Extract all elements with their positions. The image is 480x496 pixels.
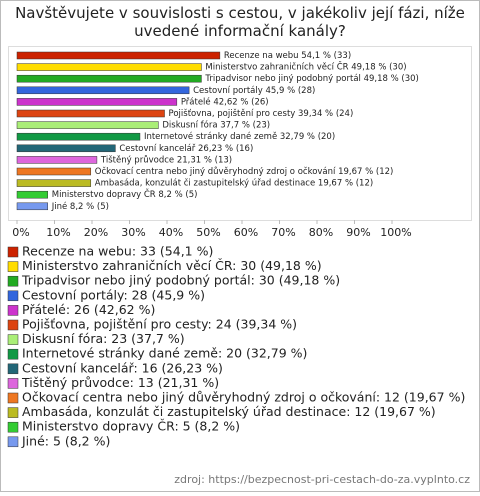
bar (16, 202, 48, 211)
legend-label: Cestovní kancelář: 16 (26,23 %) (22, 360, 223, 375)
bar-label: Pojišťovna, pojištění pro cesty 39,34 % … (169, 108, 354, 119)
bar-label: Ambasáda, konzulát či zastupitelský úřad… (95, 178, 373, 189)
legend-label: Diskusní fóra: 23 (37,7 %) (22, 331, 185, 346)
legend-swatch (7, 261, 19, 272)
bar (16, 156, 98, 164)
legend-swatch (7, 421, 19, 433)
bar-label: Recenze na webu 54,1 % (33) (224, 51, 351, 61)
legend-label: Tištěný průvodce: 13 (21,31 %) (21, 375, 219, 390)
bar-label: Diskusní fóra 37,7 % (23) (162, 120, 270, 131)
bar (16, 86, 190, 95)
x-tick-label: 60% (234, 226, 258, 239)
bar (16, 132, 141, 141)
legend-label: Tripadvisor nebo jiný podobný portál: 30… (21, 273, 340, 288)
legend-label: Přátelé: 26 (42,62 %) (22, 302, 155, 317)
legend-swatch (7, 290, 19, 302)
bar-label: Ministerstvo dopravy ČR 8,2 % (5) (52, 188, 198, 200)
legend-swatch (7, 319, 19, 331)
legend-label: Očkovací centra nebo jiný důvěryhodný zd… (22, 390, 465, 405)
legend-label: Ministerstvo dopravy ČR: 5 (8,2 %) (22, 419, 240, 434)
x-tick-label: 50% (196, 226, 220, 239)
bar-label: Tripadvisor nebo jiný podobný portál 49,… (204, 74, 418, 84)
bar-label: Tištěný průvodce 21,31 % (13) (100, 154, 232, 165)
source: zdroj: https://bezpecnost-pri-cestach-do… (174, 473, 470, 486)
bar-label: Ministerstvo zahraničních věcí ČR 49,18 … (205, 61, 406, 73)
legend-swatch (7, 436, 19, 448)
legend-swatch (7, 363, 19, 375)
x-tick-label: 0% (12, 226, 29, 239)
legend-label: Recenze na webu: 33 (54,1 %) (22, 244, 213, 259)
legend-swatch (7, 246, 19, 258)
chart-title: Navštěvujete v souvislosti s cestou, v j… (15, 4, 465, 40)
x-tick-label: 20% (84, 226, 108, 239)
legend-swatch (7, 378, 19, 389)
x-tick-label: 40% (159, 226, 183, 239)
bar (16, 51, 221, 60)
x-tick-label: 70% (271, 226, 295, 239)
legend-swatch (7, 305, 19, 316)
bar (16, 98, 178, 106)
bar (16, 109, 165, 118)
legend-label: Internetové stránky dané země: 20 (32,79… (22, 346, 307, 361)
x-tick-label: 80% (309, 226, 333, 239)
legend-label: Ambasáda, konzulát či zastupitelský úřad… (22, 404, 436, 419)
title-box: Navštěvujete v souvislosti s cestou, v j… (15, 4, 465, 40)
legend-swatch (7, 348, 19, 360)
bar (16, 121, 159, 129)
bar (16, 63, 202, 71)
legend-label: Jiné: 5 (8,2 %) (21, 433, 110, 448)
legend-label: Pojišťovna, pojištění pro cesty: 24 (39,… (22, 317, 297, 332)
bar (16, 144, 116, 153)
bar (16, 190, 48, 199)
bar-label: Cestovní portály 45,9 % (28) (193, 86, 315, 96)
legend-label: Cestovní portály: 28 (45,9 %) (22, 287, 205, 302)
plot-frame (8, 46, 472, 221)
x-tick-label: 10% (46, 226, 70, 239)
x-tick-label: 90% (346, 226, 370, 239)
legend-swatch (7, 275, 19, 287)
bar-label: Cestovní kancelář 26,23 % (16) (119, 144, 253, 154)
bar-label: Očkovací centra nebo jiný důvěryhodný zd… (95, 166, 394, 177)
bar (16, 167, 92, 176)
bar-label: Přátelé 42,62 % (26) (181, 96, 269, 107)
bar (16, 74, 202, 83)
x-tick-label: 100% (380, 226, 411, 239)
legend-swatch (7, 334, 19, 345)
x-tick-label: 30% (121, 226, 145, 239)
bar (16, 179, 92, 187)
legend-swatch (7, 407, 19, 418)
bar-label: Jiné 8,2 % (5) (51, 201, 109, 212)
legend-swatch (7, 392, 19, 404)
bar-label: Internetové stránky dané země 32,79 % (2… (144, 131, 335, 142)
legend-label: Ministerstvo zahraničních věcí ČR: 30 (4… (22, 258, 322, 273)
